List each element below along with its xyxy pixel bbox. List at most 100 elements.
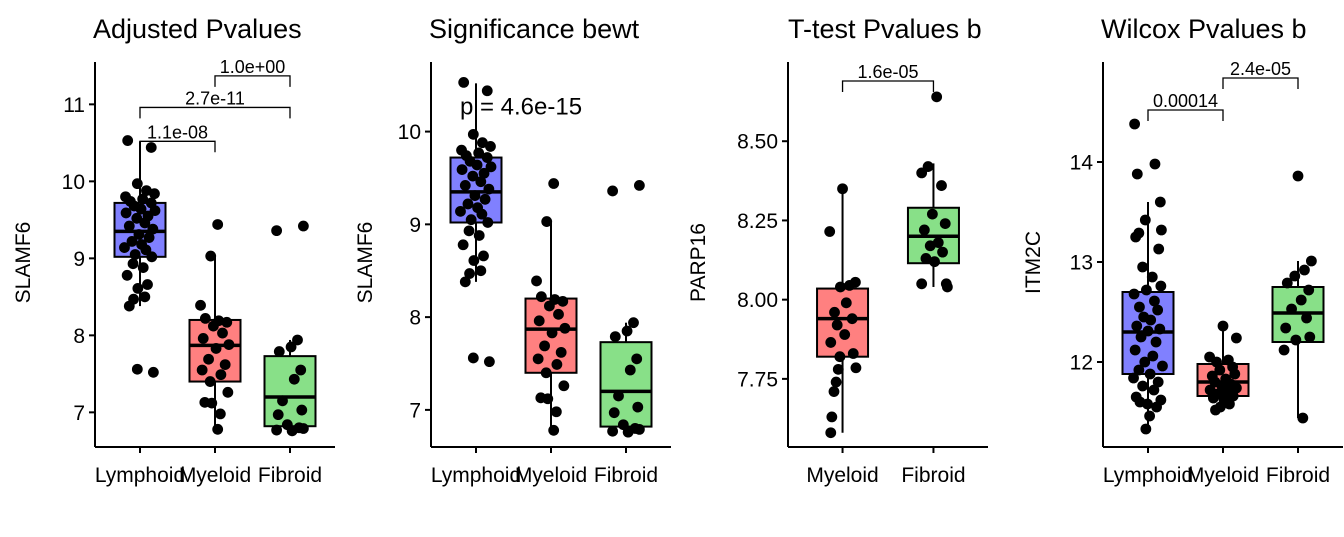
x-tick-label: Fibroid <box>901 464 965 487</box>
data-point <box>285 341 297 353</box>
data-point <box>1128 288 1140 300</box>
data-point <box>1150 336 1162 348</box>
data-point <box>149 188 160 200</box>
y-tick-label: 10 <box>62 171 85 194</box>
data-point <box>219 359 231 371</box>
data-point <box>1146 271 1158 283</box>
data-point <box>477 137 488 149</box>
data-point <box>215 369 227 381</box>
data-point <box>1155 280 1167 292</box>
data-point <box>1299 264 1310 276</box>
data-point <box>1135 331 1147 343</box>
data-point <box>924 240 936 252</box>
bracket-label: 1.6e-05 <box>857 62 918 82</box>
bracket-line <box>139 140 216 153</box>
data-point <box>1301 312 1312 324</box>
data-point <box>127 258 139 270</box>
data-point <box>555 346 567 358</box>
data-point <box>478 250 489 262</box>
data-point <box>1137 380 1149 392</box>
significance-bracket: 2.7e-11 <box>139 88 291 119</box>
x-tick-label: Myeloid <box>806 464 878 487</box>
data-point <box>479 193 491 205</box>
bracket-line <box>139 106 291 119</box>
data-point <box>139 217 151 229</box>
data-point <box>206 397 218 409</box>
data-point <box>834 351 846 363</box>
data-point <box>824 226 836 237</box>
data-point <box>221 316 233 328</box>
data-point <box>210 343 222 354</box>
data-point <box>1149 158 1161 170</box>
data-point <box>533 315 545 327</box>
data-point <box>468 255 480 266</box>
data-point <box>1134 396 1146 408</box>
data-point <box>131 212 143 224</box>
data-point <box>1131 320 1143 332</box>
panel-ttest-pvalues: T-test Pvalues b PARP16 7.75 8.00 8.25 8.50 My… <box>687 14 988 487</box>
box-fibroid <box>599 322 653 433</box>
data-point <box>475 265 487 277</box>
y-axis-label: SLAMF6 <box>354 222 377 304</box>
data-point <box>621 325 633 337</box>
x-tick-label: Myeloid <box>179 464 251 487</box>
data-point <box>1134 301 1145 313</box>
box-body <box>816 287 870 358</box>
bracket-label: 0.00014 <box>1153 91 1218 111</box>
data-point <box>199 313 211 324</box>
data-point <box>1292 170 1304 182</box>
data-point <box>839 329 851 340</box>
data-point <box>1129 344 1141 356</box>
y-tick-label: 7 <box>73 402 85 425</box>
data-point <box>631 353 643 365</box>
data-point <box>1139 214 1151 226</box>
data-point <box>1214 364 1226 376</box>
data-point <box>546 327 558 339</box>
data-point <box>831 319 843 331</box>
data-point <box>609 331 621 343</box>
data-point <box>137 262 149 273</box>
panel-title: Wilcox Pvalues b <box>1101 14 1307 44</box>
data-point <box>203 353 214 365</box>
data-point <box>926 208 938 220</box>
y-tick-label: 9 <box>73 248 85 271</box>
data-point <box>1210 404 1221 416</box>
data-point <box>837 183 848 195</box>
data-point <box>918 224 930 236</box>
data-point <box>551 359 563 370</box>
pvalue-label: p = 4.6e-15 <box>460 94 582 121</box>
significance-bracket: 1.0e+00 <box>214 57 291 87</box>
data-point <box>1144 410 1156 422</box>
data-point <box>1230 332 1242 344</box>
bracket-label: 1.1e-08 <box>147 122 208 142</box>
data-point <box>145 142 157 153</box>
data-point <box>847 348 859 359</box>
data-point <box>936 180 947 191</box>
data-point <box>1305 255 1317 267</box>
data-point <box>531 275 542 287</box>
data-point <box>850 362 862 374</box>
x-tick-label: Fibroid <box>258 464 322 487</box>
data-point <box>1128 372 1139 384</box>
panel-title: Significance bewt <box>429 14 640 44</box>
data-point <box>559 322 571 334</box>
data-point <box>1149 295 1160 307</box>
data-point <box>937 246 948 258</box>
panel-adjusted-pvalues: Adjusted Pvalues SLAMF6 7 8 9 10 11 LymphoidMye… <box>12 14 335 487</box>
data-point <box>1155 224 1167 236</box>
data-point <box>273 346 285 357</box>
data-point <box>931 91 943 103</box>
data-point <box>633 423 645 435</box>
bracket-line <box>1147 109 1224 121</box>
x-tick-label: Myeloid <box>515 464 587 487</box>
data-point <box>217 327 228 339</box>
data-point <box>212 219 224 230</box>
panel-significance-bewt: Significance bewt SLAMF6 7 8 9 10 LymphoidMyel… <box>354 14 671 487</box>
x-tick-label: Lymphoid <box>1103 464 1193 487</box>
data-point <box>1281 277 1293 289</box>
data-point <box>1207 392 1219 404</box>
data-point <box>628 317 639 329</box>
data-point <box>825 427 837 439</box>
data-point <box>121 269 133 281</box>
data-point <box>476 208 488 220</box>
